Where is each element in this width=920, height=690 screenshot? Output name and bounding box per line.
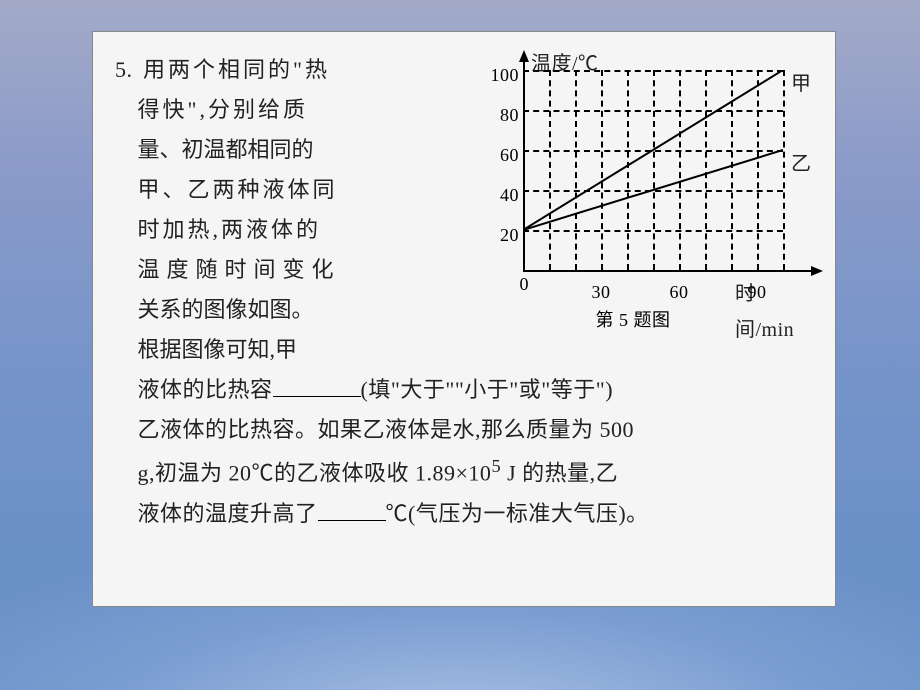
text-p3b: J 的热量,乙	[501, 461, 618, 486]
text-p1b: (填"大于""小于"或"等于")	[361, 377, 614, 402]
text-line-2: 得快",分别给质	[138, 97, 308, 122]
exponent: 5	[491, 456, 501, 476]
text-line-4: 甲、乙两种液体同	[138, 177, 338, 202]
text-p2: 乙液体的比热容。如果乙液体是水,那么质量为 500	[138, 417, 635, 442]
lower-text: 液体的比热容 (填"大于""小于"或"等于") 乙液体的比热容。如果乙液体是水,那…	[115, 370, 813, 533]
text-p4a: 液体的温度升高了	[138, 501, 318, 526]
x-axis-arrow	[811, 266, 823, 276]
blank-2	[318, 495, 386, 520]
question-card: 温度/℃ 时间/min 204060801000306090 甲乙 第 5 题图…	[92, 31, 836, 607]
text-p3a: g,初温为 20℃的乙液体吸收 1.89×10	[138, 461, 492, 486]
chart-container: 温度/℃ 时间/min 204060801000306090 甲乙 第 5 题图	[453, 50, 813, 337]
chart-series	[523, 70, 783, 270]
text-p4b: ℃(气压为一标准大气压)。	[386, 501, 649, 526]
line-chart: 温度/℃ 时间/min 204060801000306090 甲乙	[453, 50, 813, 300]
question-body: 温度/℃ 时间/min 204060801000306090 甲乙 第 5 题图…	[115, 50, 813, 534]
text-line-1: 用两个相同的"热	[143, 57, 330, 82]
blank-1	[273, 372, 361, 397]
text-line-3: 量、初温都相同的	[138, 137, 314, 162]
text-line-7: 关系的图像如图。	[138, 297, 314, 322]
x-axis	[523, 270, 813, 272]
question-number: 5.	[115, 50, 143, 90]
text-line-6: 温度随时间变化	[138, 257, 341, 282]
text-line-8: 根据图像可知,甲	[138, 337, 298, 362]
text-p1a: 液体的比热容	[138, 377, 273, 402]
text-line-5: 时加热,两液体的	[138, 217, 322, 242]
